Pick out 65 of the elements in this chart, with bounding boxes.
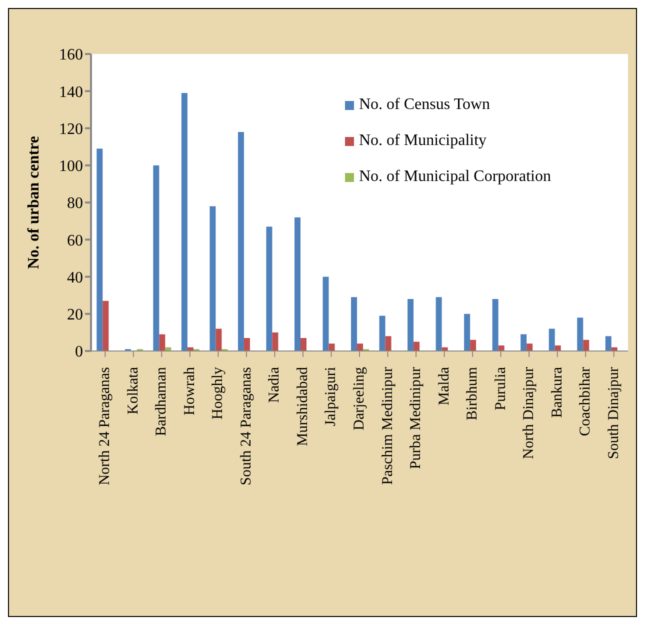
bar [300, 338, 306, 351]
bar [328, 344, 335, 351]
bar [216, 328, 222, 351]
x-tick-label: Murshidabad [294, 366, 311, 446]
y-tick-label: 80 [67, 195, 83, 212]
x-tick-label: Bardhaman [154, 366, 170, 436]
bar [470, 340, 476, 351]
bar [159, 334, 166, 351]
y-tick-label: 40 [67, 269, 83, 286]
x-tick-label: Purulia [492, 366, 509, 410]
x-tick-label: Howrah [182, 366, 198, 416]
x-tick-label: Hooghly [210, 366, 226, 420]
bar [464, 314, 470, 351]
bar [498, 345, 504, 351]
bar [554, 345, 561, 351]
x-tick-label: North Dinajpur [521, 367, 538, 460]
bar [238, 132, 244, 351]
bar [210, 206, 216, 351]
x-tick-label: Nadia [266, 366, 283, 403]
x-tick-label: Bankura [549, 366, 566, 418]
bar [272, 332, 278, 351]
bar [414, 342, 420, 351]
y-tick-label: 160 [59, 46, 83, 64]
bar [526, 344, 533, 351]
x-tick-label: North 24 Paraganas [97, 366, 114, 486]
bar [153, 165, 160, 351]
bar [379, 316, 386, 351]
bar [605, 336, 612, 351]
bar [577, 318, 584, 351]
y-tick-label: 100 [59, 158, 83, 176]
x-tick-label: Paschim Medinipur [380, 366, 396, 485]
bar [322, 276, 329, 351]
x-tick-label: South Dinajpur [606, 367, 622, 460]
legend-label: No. of Municipality [359, 132, 487, 150]
bar [96, 148, 103, 351]
x-tick-label: Jalpaiguri [323, 367, 340, 426]
bar [102, 300, 109, 351]
legend-label: No. of Municipal Corporation [359, 168, 551, 186]
x-tick-label: Purba Medinipur [408, 367, 424, 470]
x-tick-label: Kolkata [125, 366, 142, 414]
bar [436, 297, 442, 351]
x-tick-label: South 24 Paraganas [238, 366, 254, 486]
bar [548, 328, 555, 351]
y-tick-label: 120 [59, 120, 83, 138]
bar [583, 340, 590, 351]
x-tick-label: Malda [436, 366, 452, 406]
y-axis-title: No. of urban centre [26, 136, 43, 270]
bar [408, 299, 414, 351]
y-tick-label: 20 [67, 306, 83, 324]
bar [351, 297, 358, 351]
x-tick-label: Birbhum [464, 366, 481, 420]
y-tick-label: 140 [59, 84, 83, 101]
y-tick-label: 0 [75, 344, 83, 361]
bar [266, 226, 272, 351]
bar [385, 336, 392, 351]
x-tick-label: Darjeeling [352, 366, 368, 430]
bar [181, 92, 188, 351]
bar [492, 299, 498, 351]
legend-label: No. of Census Town [359, 96, 490, 114]
bar [294, 217, 300, 351]
bar [357, 344, 364, 351]
bar [244, 338, 250, 351]
y-tick-label: 60 [67, 232, 83, 250]
bar [520, 334, 527, 351]
x-tick-label: Coachbihar [578, 366, 594, 436]
